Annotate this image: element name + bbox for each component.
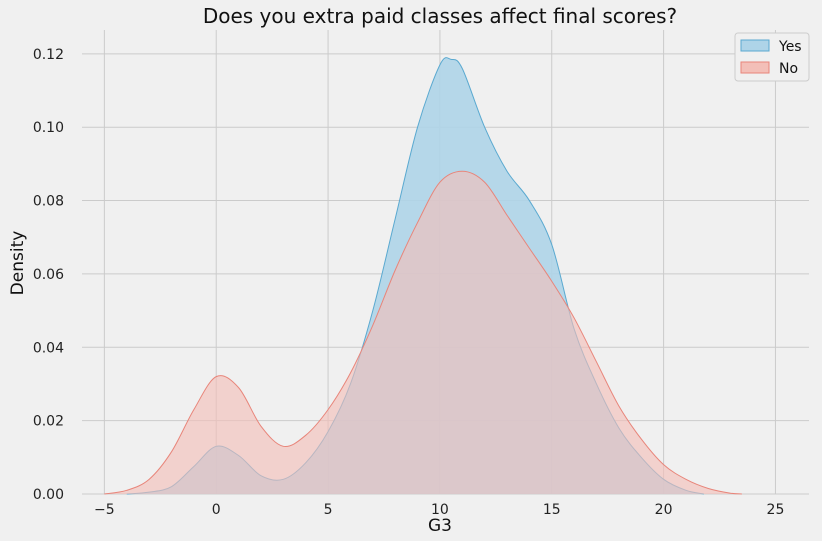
y-tick-label: 0.12	[33, 47, 64, 63]
x-tick-label: 10	[431, 502, 449, 518]
x-tick-label: 5	[324, 502, 333, 518]
legend-label-yes: Yes	[778, 39, 802, 55]
density-areas	[104, 57, 742, 495]
x-tick-label: 20	[655, 502, 673, 518]
y-tick-label: 0.00	[33, 487, 64, 503]
legend-label-no: No	[779, 61, 798, 77]
legend: Yes No	[734, 32, 810, 82]
y-tick-labels: 0.00 0.02 0.04 0.06 0.08 0.10 0.12	[33, 47, 64, 503]
y-tick-label: 0.02	[33, 414, 64, 430]
y-tick-label: 0.06	[33, 267, 64, 283]
y-tick-label: 0.08	[33, 194, 64, 210]
y-axis-title: Density	[8, 231, 28, 296]
y-tick-label: 0.04	[33, 340, 64, 356]
x-tick-label: −5	[94, 502, 115, 518]
x-tick-label: 0	[212, 502, 221, 518]
legend-swatch-yes	[740, 39, 770, 52]
x-tick-label: 25	[767, 502, 785, 518]
legend-swatch-no	[740, 61, 770, 74]
y-tick-label: 0.10	[33, 120, 64, 136]
x-axis-title: G3	[428, 516, 452, 536]
density-line-no	[104, 170, 742, 495]
chart-title: Does you extra paid classes affect final…	[203, 4, 677, 28]
x-tick-label: 15	[543, 502, 561, 518]
x-tick-labels: −5 0 5 10 15 20 25	[94, 502, 784, 518]
density-area-no	[104, 171, 742, 494]
